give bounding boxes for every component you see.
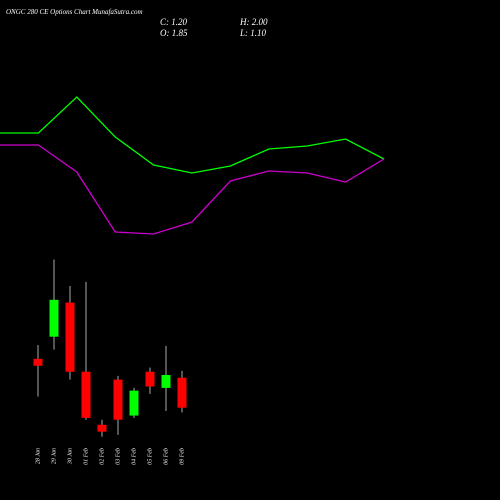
candle-body [145, 371, 155, 387]
candle-body [113, 379, 123, 420]
x-tick-label: 03 Feb [115, 448, 121, 465]
candle-body [177, 377, 187, 408]
x-tick-label: 05 Feb [147, 448, 153, 465]
quote-close: C: 1.20 [160, 17, 188, 27]
candle-body [33, 358, 43, 366]
candle-body [97, 424, 107, 432]
indicator-line [0, 96, 385, 174]
quote-open: O: 1.85 [160, 28, 188, 38]
x-tick-label: 02 Feb [99, 448, 105, 465]
candle-body [65, 302, 75, 372]
x-tick-label: 29 Jan [51, 448, 57, 464]
candle-body [161, 374, 171, 388]
x-tick-label: 30 Jan [67, 448, 73, 465]
candle-body [129, 390, 139, 416]
chart-title: ONGC 280 CE Options Chart MunafaSutra.co… [6, 8, 143, 16]
x-tick-label: 01 Feb [83, 448, 89, 465]
candle-body [81, 371, 91, 418]
indicator-line [0, 144, 385, 235]
x-tick-label: 09 Feb [179, 448, 185, 465]
x-tick-label: 28 Jan [35, 448, 41, 464]
quote-high: H: 2.00 [239, 17, 268, 27]
candle-body [49, 299, 59, 337]
x-tick-label: 04 Feb [130, 448, 137, 465]
x-tick-label: 06 Feb [163, 448, 169, 465]
quote-low: L: 1.10 [239, 28, 267, 38]
